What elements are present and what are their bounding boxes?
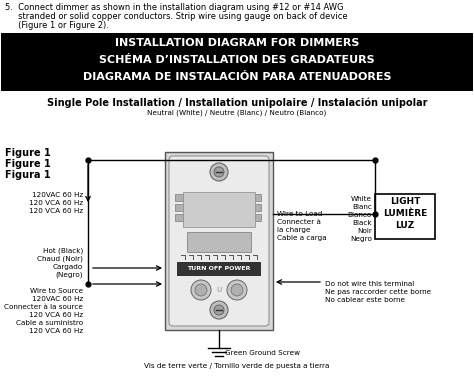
Text: SCHÉMA D’INSTALLATION DES GRADATEURS: SCHÉMA D’INSTALLATION DES GRADATEURS <box>99 55 375 65</box>
Text: 120VAC 60 Hz
120 VCA 60 Hz
120 VCA 60 Hz: 120VAC 60 Hz 120 VCA 60 Hz 120 VCA 60 Hz <box>29 192 83 214</box>
Bar <box>175 204 185 211</box>
Bar <box>177 262 261 276</box>
Text: Single Pole Installation / Installation unipolaire / Instalación unipolar: Single Pole Installation / Installation … <box>47 97 427 108</box>
Text: Figura 1: Figura 1 <box>5 170 51 180</box>
Circle shape <box>195 284 207 296</box>
Text: Figure 1: Figure 1 <box>5 159 51 169</box>
Bar <box>1 33 473 91</box>
Text: Wire to Source
120VAC 60 Hz
Connecter à la source
120 VCA 60 Hz
Cable a suminist: Wire to Source 120VAC 60 Hz Connecter à … <box>4 288 83 334</box>
Circle shape <box>214 167 224 177</box>
Text: Green Ground Screw: Green Ground Screw <box>225 350 300 356</box>
Text: (Figure 1 or Figure 2).: (Figure 1 or Figure 2). <box>5 21 109 30</box>
Bar <box>251 204 261 211</box>
Text: White
Blanc
Blanco: White Blanc Blanco <box>348 196 372 218</box>
Text: Wire to Load
Connecter à
la charge
Cable a carga: Wire to Load Connecter à la charge Cable… <box>277 211 327 241</box>
Text: INSTALLATION DIAGRAM FOR DIMMERS: INSTALLATION DIAGRAM FOR DIMMERS <box>115 38 359 48</box>
Text: TURN OFF POWER: TURN OFF POWER <box>187 266 251 271</box>
Circle shape <box>191 280 211 300</box>
Bar <box>251 194 261 201</box>
Text: DIAGRAMA DE INSTALACIÓN PARA ATENUADORES: DIAGRAMA DE INSTALACIÓN PARA ATENUADORES <box>83 72 391 82</box>
Bar <box>187 232 251 252</box>
Text: Neutral (White) / Neutre (Blanc) / Neutro (Blanco): Neutral (White) / Neutre (Blanc) / Neutr… <box>147 110 327 116</box>
Bar <box>175 214 185 221</box>
Circle shape <box>231 284 243 296</box>
Text: Do not wire this terminal
Ne pas raccorder cette borne
No cablear este borne: Do not wire this terminal Ne pas raccord… <box>325 281 431 303</box>
Text: U: U <box>217 287 221 293</box>
Bar <box>175 194 185 201</box>
Bar <box>251 214 261 221</box>
Text: stranded or solid copper conductors. Strip wire using gauge on back of device: stranded or solid copper conductors. Str… <box>5 12 347 21</box>
Text: 5.  Connect dimmer as shown in the installation diagram using #12 or #14 AWG: 5. Connect dimmer as shown in the instal… <box>5 3 344 12</box>
Circle shape <box>214 305 224 315</box>
Text: LIGHT
LUMIÈRE
LUZ: LIGHT LUMIÈRE LUZ <box>383 197 427 230</box>
Circle shape <box>210 163 228 181</box>
Bar <box>183 192 255 227</box>
Text: Figure 1: Figure 1 <box>5 148 51 158</box>
Text: Hot (Black)
Chaud (Noir)
Cargado
(Negro): Hot (Black) Chaud (Noir) Cargado (Negro) <box>37 247 83 279</box>
FancyBboxPatch shape <box>169 156 269 326</box>
Circle shape <box>210 301 228 319</box>
Circle shape <box>227 280 247 300</box>
Bar <box>375 194 435 239</box>
Text: Black
Noir
Negro: Black Noir Negro <box>350 220 372 242</box>
Bar <box>165 152 273 330</box>
Text: Vis de terre verte / Tornillo verde de puesta a tierra: Vis de terre verte / Tornillo verde de p… <box>144 363 330 369</box>
